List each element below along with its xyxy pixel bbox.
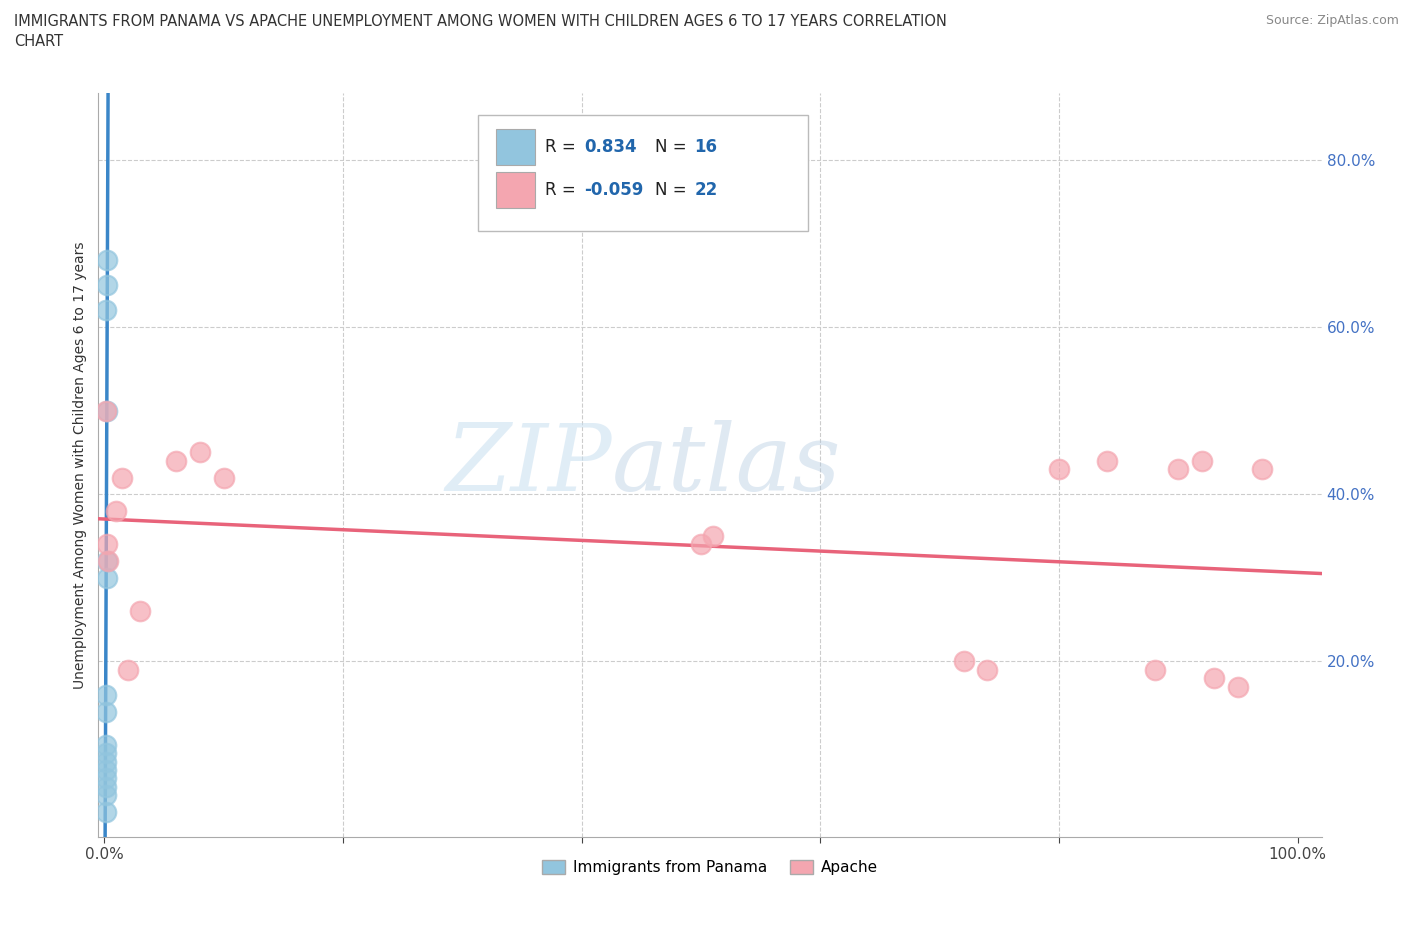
Point — [94, 754, 117, 769]
Point — [212, 470, 235, 485]
Point — [1227, 679, 1250, 694]
Text: CHART: CHART — [14, 34, 63, 49]
Point — [111, 470, 134, 485]
Text: atlas: atlas — [612, 420, 842, 510]
Point — [94, 404, 117, 418]
FancyBboxPatch shape — [496, 129, 536, 166]
Point — [94, 763, 117, 777]
Point — [1095, 454, 1118, 469]
Point — [94, 687, 117, 702]
Text: R =: R = — [546, 180, 581, 199]
Point — [690, 537, 713, 551]
Point — [976, 662, 998, 677]
Point — [1143, 662, 1166, 677]
Text: R =: R = — [546, 139, 581, 156]
Text: 22: 22 — [695, 180, 717, 199]
Point — [94, 746, 117, 761]
Point — [1047, 461, 1070, 476]
Text: ZIP: ZIP — [446, 420, 612, 510]
Point — [702, 528, 724, 543]
Point — [96, 570, 118, 585]
Point — [94, 804, 117, 819]
FancyBboxPatch shape — [496, 172, 536, 207]
Point — [188, 445, 211, 460]
Point — [96, 553, 118, 568]
Text: -0.059: -0.059 — [583, 180, 644, 199]
Point — [96, 404, 118, 418]
Point — [96, 278, 118, 293]
Text: N =: N = — [655, 139, 692, 156]
Point — [1204, 671, 1226, 685]
Point — [94, 771, 117, 786]
Text: IMMIGRANTS FROM PANAMA VS APACHE UNEMPLOYMENT AMONG WOMEN WITH CHILDREN AGES 6 T: IMMIGRANTS FROM PANAMA VS APACHE UNEMPLO… — [14, 14, 946, 29]
Point — [97, 553, 120, 568]
Point — [129, 604, 152, 618]
Point — [96, 537, 118, 551]
Point — [94, 303, 117, 318]
Text: Source: ZipAtlas.com: Source: ZipAtlas.com — [1265, 14, 1399, 27]
Text: 0.834: 0.834 — [583, 139, 637, 156]
Point — [165, 454, 187, 469]
Text: 16: 16 — [695, 139, 717, 156]
Point — [96, 253, 118, 268]
Point — [1191, 454, 1213, 469]
Point — [94, 779, 117, 794]
Point — [94, 737, 117, 752]
Point — [1251, 461, 1274, 476]
Text: N =: N = — [655, 180, 692, 199]
FancyBboxPatch shape — [478, 115, 808, 231]
Point — [117, 662, 139, 677]
Legend: Immigrants from Panama, Apache: Immigrants from Panama, Apache — [536, 854, 884, 882]
Point — [94, 788, 117, 803]
Point — [952, 654, 974, 669]
Point — [1167, 461, 1189, 476]
Y-axis label: Unemployment Among Women with Children Ages 6 to 17 years: Unemployment Among Women with Children A… — [73, 241, 87, 689]
Point — [94, 704, 117, 719]
Point — [105, 503, 128, 518]
